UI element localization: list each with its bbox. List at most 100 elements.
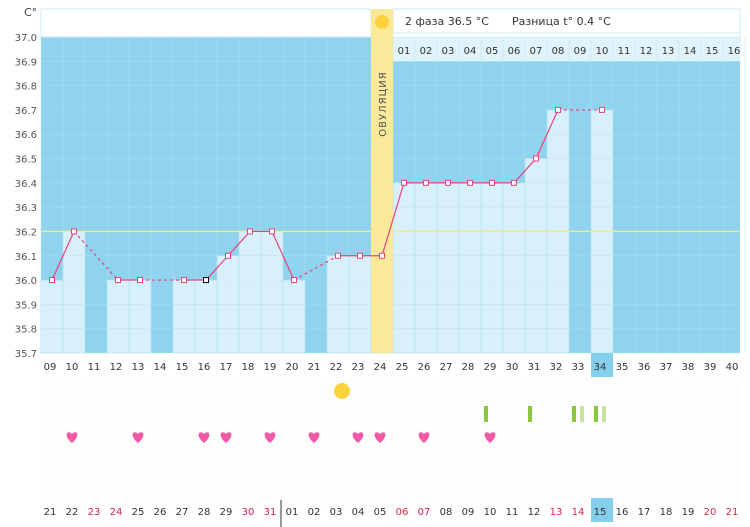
y-tick-label: 37.0	[15, 33, 37, 44]
temp-bar-18	[238, 231, 262, 354]
calendar-date-label: 30	[242, 507, 255, 518]
y-tick-label: 35.8	[15, 325, 37, 336]
phase2-day-row	[393, 37, 740, 61]
temp-point-19	[269, 228, 275, 235]
phase2-day-label: 08	[552, 46, 565, 57]
cycle-day-label: 10	[66, 362, 79, 373]
temp-segment	[205, 255, 229, 281]
calendar-date-label: 07	[418, 507, 431, 518]
y-tick-label: 36.8	[15, 82, 37, 93]
temp-bar-29	[480, 182, 504, 354]
calendar-date-label: 10	[484, 507, 497, 518]
calendar-date-label: 21	[44, 507, 57, 518]
cycle-day-label: 21	[308, 362, 321, 373]
y-tick-label: 36.9	[15, 57, 37, 68]
calendar-date-label: 29	[220, 507, 233, 518]
phase2-day-label: 13	[662, 46, 675, 57]
calendar-date-label: 27	[176, 507, 189, 518]
calendar-date-label: 20	[704, 507, 717, 518]
cycle-day-label: 13	[132, 362, 145, 373]
temp-bar-12	[106, 279, 130, 354]
cycle-day-label: 28	[462, 362, 475, 373]
y-axis-label: C°	[24, 6, 37, 19]
calendar-date-label: 12	[528, 507, 541, 518]
temp-segment	[51, 231, 75, 281]
difference-info: Разница t° 0.4 °C	[512, 15, 611, 28]
calendar-date-label: 14	[572, 507, 585, 518]
temp-bar-16	[194, 279, 218, 354]
cycle-day-label: 31	[528, 362, 541, 373]
phase2-day-label: 01	[398, 46, 411, 57]
temp-segment	[73, 231, 119, 281]
sun-icon	[334, 383, 350, 399]
cycle-day-label: 36	[638, 362, 651, 373]
cycle-day-label: 17	[220, 362, 233, 373]
cycle-day-label: 30	[506, 362, 519, 373]
current-date-highlight	[591, 498, 613, 522]
calendar-date-label: 23	[88, 507, 101, 518]
temp-point-29	[489, 179, 495, 186]
calendar-date-label: 31	[264, 507, 277, 518]
phase2-day-label: 10	[596, 46, 609, 57]
y-tick-label: 36.0	[15, 276, 37, 287]
calendar-date-label: 26	[154, 507, 167, 518]
temp-bar-09	[40, 279, 64, 354]
mucus-mark-icon	[580, 406, 584, 422]
calendar-date-label: 19	[682, 507, 695, 518]
cycle-day-label: 15	[176, 362, 189, 373]
mucus-mark-icon	[602, 406, 606, 422]
phase2-day-label: 11	[618, 46, 631, 57]
cycle-day-label: 26	[418, 362, 431, 373]
temp-bar-28	[458, 182, 482, 354]
temp-point-13	[137, 277, 143, 284]
cycle-day-label: 35	[616, 362, 629, 373]
temp-bar-15	[172, 279, 196, 354]
phase2-day-label: 09	[574, 46, 587, 57]
phase2-day-label: 12	[640, 46, 653, 57]
cycle-day-label: 40	[726, 362, 739, 373]
calendar-date-label: 21	[726, 507, 739, 518]
cycle-day-label: 38	[682, 362, 695, 373]
heart-icon	[66, 432, 78, 443]
cycle-day-label: 20	[286, 362, 299, 373]
cycle-day-label: 11	[88, 362, 101, 373]
phase2-day-label: 06	[508, 46, 521, 57]
heart-icon	[198, 432, 210, 443]
cycle-day-label: 34	[594, 362, 607, 373]
calendar-date-label: 28	[198, 507, 211, 518]
cycle-day-label: 33	[572, 362, 585, 373]
calendar-date-label: 13	[550, 507, 563, 518]
heart-icon	[132, 432, 144, 443]
temp-point-23	[357, 252, 363, 259]
cycle-day-label: 25	[396, 362, 409, 373]
calendar-date-label: 18	[660, 507, 673, 518]
cycle-day-label: 37	[660, 362, 673, 373]
mucus-mark-icon	[594, 406, 598, 422]
cycle-day-label: 27	[440, 362, 453, 373]
cycle-day-label: 16	[198, 362, 211, 373]
calendar-date-label: 06	[396, 507, 409, 518]
temp-segment	[227, 231, 251, 257]
temp-point-10	[71, 228, 77, 235]
temp-point-17	[225, 252, 231, 259]
mucus-mark-icon	[484, 406, 488, 422]
ovulation-strip	[371, 9, 393, 353]
y-tick-label: 35.7	[15, 349, 37, 360]
y-tick-label: 36.7	[15, 106, 37, 117]
heart-icon	[264, 432, 276, 443]
ovulation-sun-icon	[375, 15, 389, 29]
y-tick-label: 35.9	[15, 300, 37, 311]
phase2-day-label: 04	[464, 46, 477, 57]
calendar-date-label: 17	[638, 507, 651, 518]
heart-icon	[418, 432, 430, 443]
temp-point-31	[533, 155, 539, 162]
temp-point-09	[49, 277, 55, 284]
cycle-day-label: 39	[704, 362, 717, 373]
cycle-day-label: 12	[110, 362, 123, 373]
phase2-info: 2 фаза 36.5 °C	[405, 15, 489, 28]
calendar-date-label: 08	[440, 507, 453, 518]
calendar-date-label: 04	[352, 507, 365, 518]
heart-icon	[352, 432, 364, 443]
cycle-day-label: 18	[242, 362, 255, 373]
